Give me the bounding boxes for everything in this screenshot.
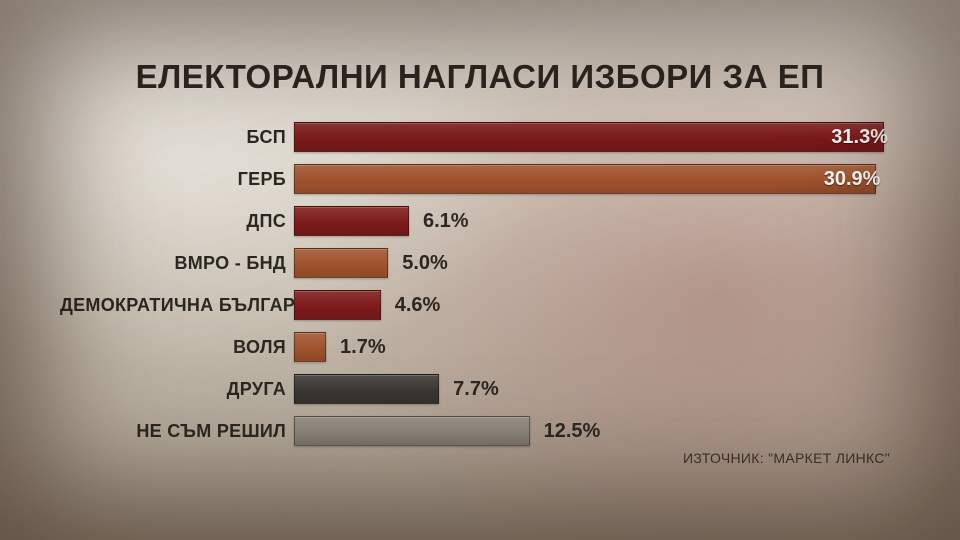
bar-track: 5.0% (294, 248, 900, 278)
bar-value: 5.0% (392, 248, 458, 278)
bar (294, 416, 530, 446)
chart-row: БСП 31.3% (60, 118, 900, 156)
bar-value: 6.1% (413, 206, 479, 236)
bar (294, 290, 381, 320)
chart-row: ДПС 6.1% (60, 202, 900, 240)
bar-track: 7.7% (294, 374, 900, 404)
bar-value: 7.7% (443, 374, 509, 404)
bar-value: 4.6% (385, 290, 451, 320)
source-label: ИЗТОЧНИК: "МАРКЕТ ЛИНКС" (683, 450, 890, 466)
bar (294, 122, 884, 152)
bar-value: 12.5% (534, 416, 611, 446)
chart-row: ВМРО - БНД 5.0% (60, 244, 900, 282)
chart-row: ДЕМОКРАТИЧНА БЪЛГАРИЯ 4.6% (60, 286, 900, 324)
bar (294, 374, 439, 404)
chart-row: НЕ СЪМ РЕШИЛ 12.5% (60, 412, 900, 450)
chart-row: ВОЛЯ 1.7% (60, 328, 900, 366)
chart-row: ГЕРБ 30.9% (60, 160, 900, 198)
bar-value: 1.7% (330, 332, 396, 362)
bar-track: 30.9% (294, 164, 900, 194)
bar-track: 4.6% (294, 290, 900, 320)
bar-label: ВОЛЯ (60, 337, 294, 358)
bar (294, 164, 876, 194)
bar-label: ДПС (60, 211, 294, 232)
bar-track: 6.1% (294, 206, 900, 236)
bar-label: ДРУГА (60, 379, 294, 400)
bar (294, 206, 409, 236)
bar-label: НЕ СЪМ РЕШИЛ (60, 421, 294, 442)
bar-label: ДЕМОКРАТИЧНА БЪЛГАРИЯ (60, 295, 294, 316)
bar-label: БСП (60, 127, 294, 148)
bar-label: ГЕРБ (60, 169, 294, 190)
bar-value: 30.9% (814, 164, 891, 194)
bar-track: 12.5% (294, 416, 900, 446)
bar-value: 31.3% (821, 122, 898, 152)
bar-label: ВМРО - БНД (60, 253, 294, 274)
bar-track: 1.7% (294, 332, 900, 362)
bar-chart: БСП 31.3% ГЕРБ 30.9% ДПС 6.1% ВМРО - БНД 5.0% ДЕ… (60, 118, 900, 450)
chart-row: ДРУГА 7.7% (60, 370, 900, 408)
bar-track: 31.3% (294, 122, 900, 152)
bar (294, 332, 326, 362)
chart-title: ЕЛЕКТОРАЛНИ НАГЛАСИ ИЗБОРИ ЗА ЕП (60, 58, 900, 96)
bar (294, 248, 388, 278)
